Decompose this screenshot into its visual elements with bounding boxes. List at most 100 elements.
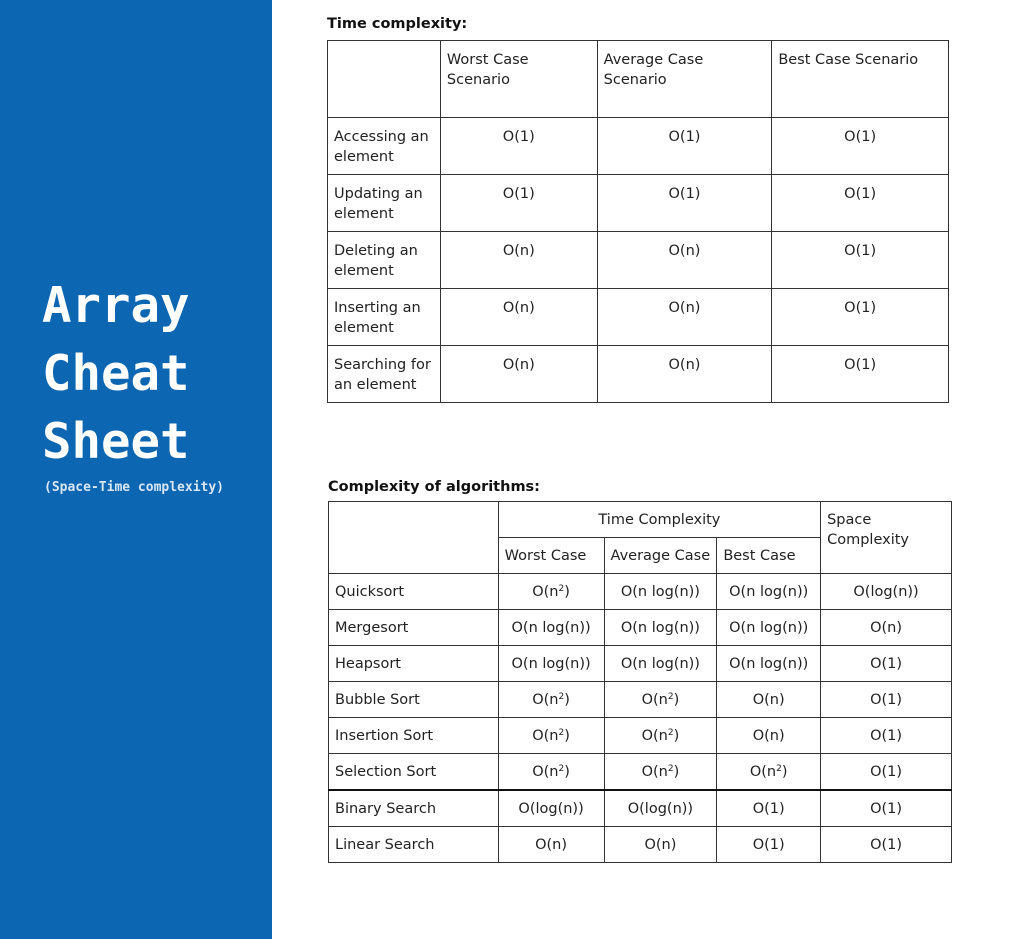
- exponent: 2: [558, 691, 565, 702]
- table-row: Mergesort O(n log(n)) O(n log(n)) O(n log(n…: [328, 609, 952, 646]
- corner-cell: [327, 40, 441, 118]
- table-row: Linear Search O(n) O(n) O(1) O(1): [328, 826, 952, 863]
- worst-cell: O(n log(n)): [497, 609, 605, 646]
- algorithm-name-cell: Binary Search: [328, 789, 499, 827]
- operation-cell: Deleting an element: [327, 231, 441, 289]
- table-header-row: Time Complexity Space Complexity: [328, 501, 952, 574]
- algorithm-name-cell: Mergesort: [328, 609, 499, 646]
- average-case-cell: O(1): [596, 117, 773, 175]
- sidebar-panel: Array Cheat Sheet (Space-Time complexity…: [0, 0, 272, 939]
- operation-cell: Updating an element: [327, 174, 441, 232]
- column-header-worst: Worst Case Scenario: [439, 40, 598, 118]
- table-row: Deleting an element O(n) O(n) O(1): [327, 231, 949, 289]
- time-complexity-heading: Time complexity:: [327, 16, 468, 32]
- average-cell: O(n log(n)): [603, 645, 718, 682]
- best-cell: O(n log(n)): [716, 573, 822, 610]
- best-cell: O(1): [716, 826, 822, 863]
- worst-cell: O(n): [497, 826, 605, 863]
- cheat-sheet-title: Array Cheat Sheet: [42, 272, 272, 476]
- algorithms-heading: Complexity of algorithms:: [328, 479, 540, 495]
- column-header-best: Best Case: [716, 537, 822, 574]
- space-cell: O(1): [820, 753, 952, 791]
- worst-cell: O(n2): [497, 573, 605, 610]
- operation-cell: Inserting an element: [327, 288, 441, 346]
- cheat-sheet-subtitle: (Space-Time complexity): [44, 480, 225, 495]
- operation-cell: Accessing an element: [327, 117, 441, 175]
- best-cell: O(n): [716, 681, 822, 718]
- table-row: Binary Search O(log(n)) O(log(n)) O(1) O(1): [328, 789, 952, 827]
- worst-cell: O(n2): [497, 717, 605, 754]
- worst-case-cell: O(1): [439, 174, 598, 232]
- worst-cell: O(n2): [497, 681, 605, 718]
- best-cell: O(n): [716, 717, 822, 754]
- exponent: 2: [776, 763, 782, 774]
- space-cell: O(1): [820, 645, 952, 682]
- average-cell: O(n log(n)): [603, 573, 718, 610]
- worst-cell: O(n log(n)): [497, 645, 605, 682]
- table-row: Bubble Sort O(n2) O(n2) O(n) O(1): [328, 681, 952, 718]
- column-header-average: Average Case Scenario: [596, 40, 773, 118]
- algorithm-name-cell: Insertion Sort: [328, 717, 499, 754]
- title-line: Cheat: [42, 345, 190, 402]
- space-cell: O(log(n)): [820, 573, 952, 610]
- table-row: Quicksort O(n2) O(n log(n)) O(n log(n)) O(lo…: [328, 573, 952, 610]
- space-cell: O(1): [820, 826, 952, 863]
- average-case-cell: O(n): [596, 345, 773, 403]
- best-cell: O(n log(n)): [716, 609, 822, 646]
- algorithm-name-cell: Selection Sort: [328, 753, 499, 791]
- best-case-cell: O(1): [771, 117, 949, 175]
- table-row: Insertion Sort O(n2) O(n2) O(n) O(1): [328, 717, 952, 754]
- exponent: 2: [667, 763, 674, 774]
- algorithm-name-cell: Bubble Sort: [328, 681, 499, 718]
- best-cell: O(1): [716, 789, 822, 827]
- title-line: Sheet: [42, 413, 190, 470]
- corner-cell: [328, 501, 499, 574]
- column-header-worst: Worst Case: [497, 537, 605, 574]
- average-cell: O(n): [603, 826, 718, 863]
- worst-case-cell: O(n): [439, 288, 598, 346]
- table-row: Heapsort O(n log(n)) O(n log(n)) O(n log(n)…: [328, 645, 952, 682]
- time-complexity-table: Worst Case Scenario Average Case Scenari…: [327, 40, 949, 403]
- average-cell: O(n2): [603, 717, 718, 754]
- average-cell: O(log(n)): [603, 789, 718, 827]
- table-row: Selection Sort O(n2) O(n2) O(n2) O(1): [328, 753, 952, 791]
- exponent: 2: [667, 727, 674, 738]
- best-case-cell: O(1): [771, 345, 949, 403]
- space-cell: O(1): [820, 717, 952, 754]
- exponent: 2: [558, 763, 565, 774]
- average-case-cell: O(n): [596, 231, 773, 289]
- exponent: 2: [558, 727, 565, 738]
- average-case-cell: O(n): [596, 288, 773, 346]
- exponent: 2: [558, 583, 565, 594]
- table-header-row: Worst Case Scenario Average Case Scenari…: [327, 40, 949, 118]
- table-row: Updating an element O(1) O(1) O(1): [327, 174, 949, 232]
- table-row: Accessing an element O(1) O(1) O(1): [327, 117, 949, 175]
- column-header-best: Best Case Scenario: [771, 40, 949, 118]
- algorithm-name-cell: Heapsort: [328, 645, 499, 682]
- title-line: Array: [42, 277, 190, 334]
- best-case-cell: O(1): [771, 231, 949, 289]
- algorithm-name-cell: Linear Search: [328, 826, 499, 863]
- space-cell: O(n): [820, 609, 952, 646]
- best-cell: O(n log(n)): [716, 645, 822, 682]
- table-row: Inserting an element O(n) O(n) O(1): [327, 288, 949, 346]
- exponent: 2: [667, 691, 674, 702]
- best-cell: O(n2): [716, 753, 822, 791]
- table-row: Searching for an element O(n) O(n) O(1): [327, 345, 949, 403]
- space-cell: O(1): [820, 789, 952, 827]
- best-case-cell: O(1): [771, 174, 949, 232]
- operation-cell: Searching for an element: [327, 345, 441, 403]
- time-complexity-group-header: Time Complexity: [497, 501, 822, 538]
- space-complexity-header: Space Complexity: [820, 501, 952, 574]
- average-cell: O(n2): [603, 753, 718, 791]
- worst-cell: O(n2): [497, 753, 605, 791]
- algorithm-name-cell: Quicksort: [328, 573, 499, 610]
- space-cell: O(1): [820, 681, 952, 718]
- average-cell: O(n log(n)): [603, 609, 718, 646]
- column-header-average: Average Case: [603, 537, 718, 574]
- table-subheader-row: Worst Case Average Case Best Case: [329, 537, 952, 574]
- worst-case-cell: O(n): [439, 231, 598, 289]
- worst-case-cell: O(1): [439, 117, 598, 175]
- average-case-cell: O(1): [596, 174, 773, 232]
- worst-cell: O(log(n)): [497, 789, 605, 827]
